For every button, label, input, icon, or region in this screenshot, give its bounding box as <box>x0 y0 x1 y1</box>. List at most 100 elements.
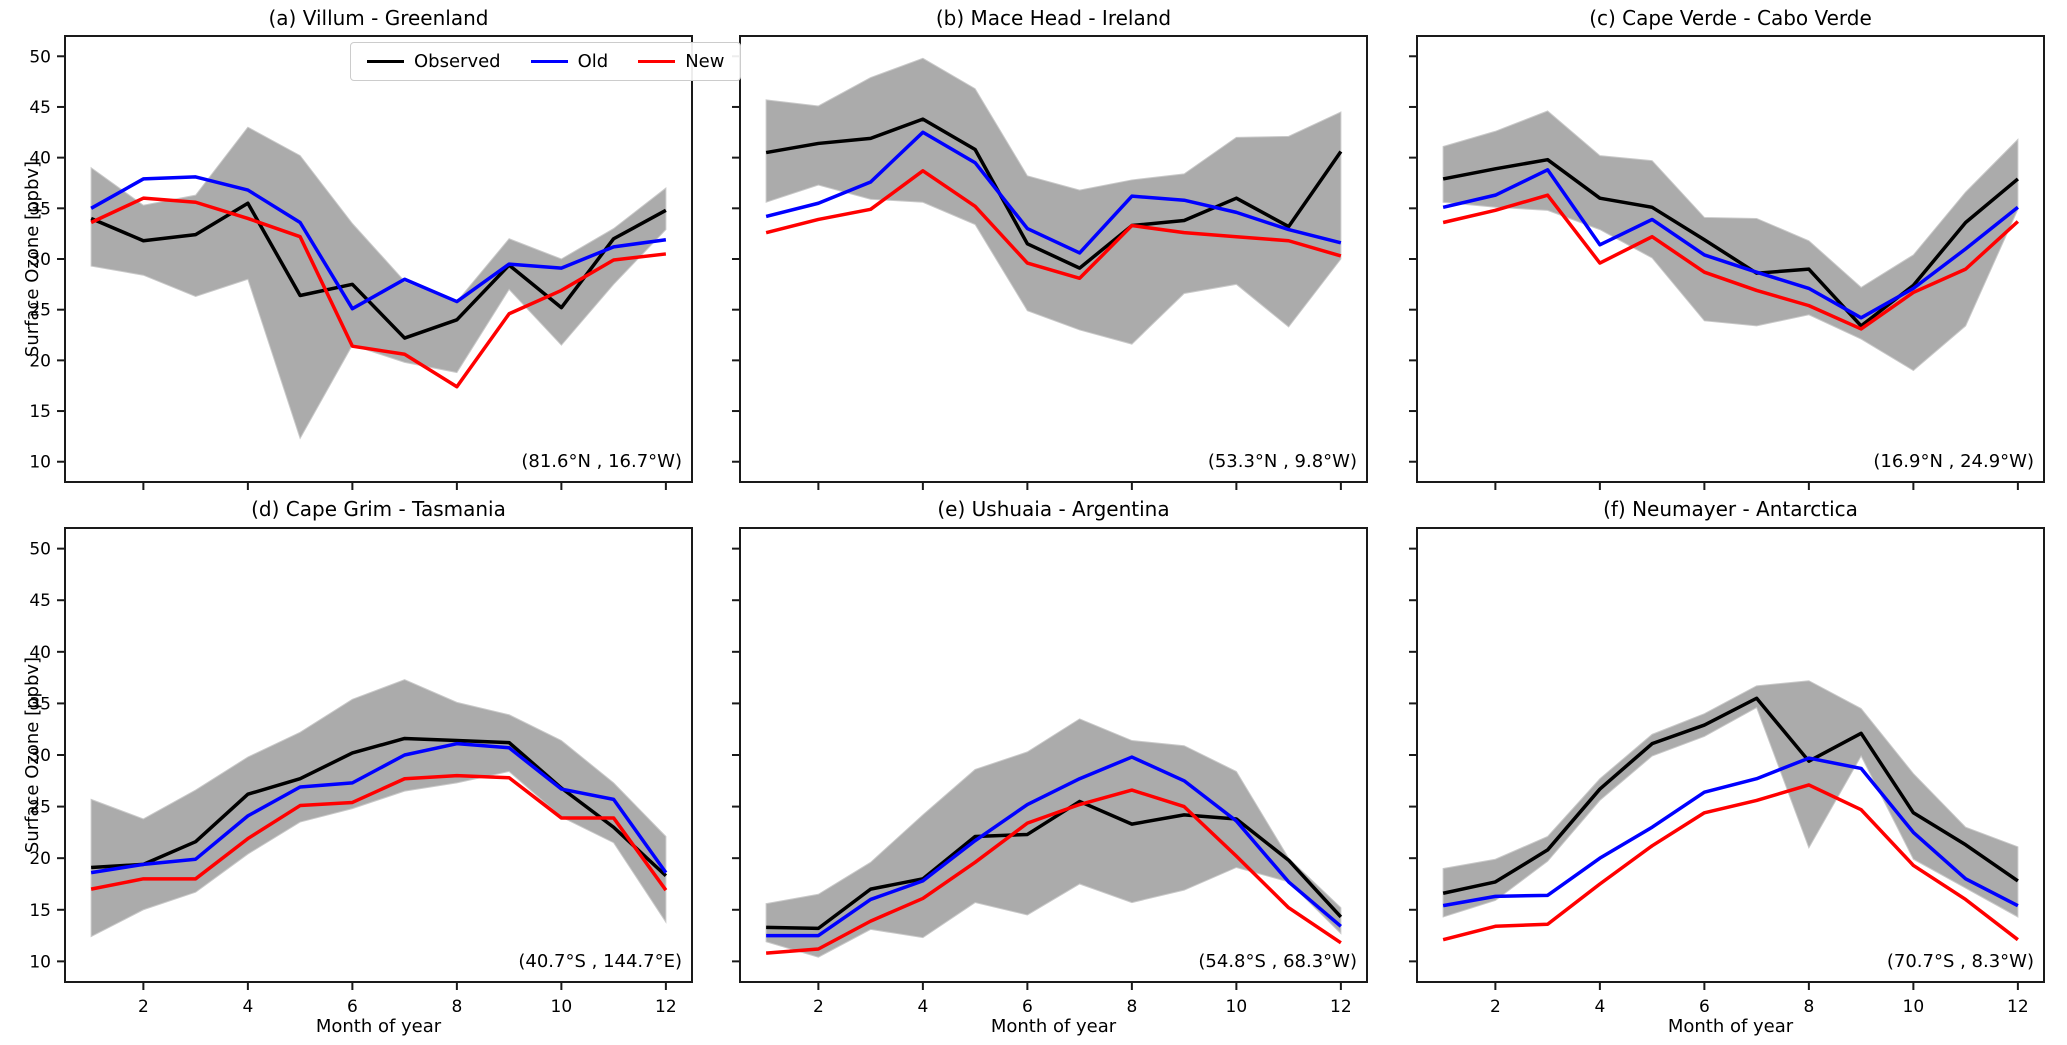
y-tick-label: 25 <box>29 798 51 818</box>
x-tick-label: 12 <box>1330 997 1352 1017</box>
panel-b-coordinates: (53.3°N , 9.8°W) <box>1207 451 1357 472</box>
line-observed <box>766 799 1343 931</box>
panel-b-plot <box>732 35 1368 490</box>
line-new <box>90 196 667 389</box>
line-old <box>1442 168 2019 320</box>
x-tick-label: 10 <box>1226 997 1248 1017</box>
x-tick-label: 8 <box>1126 997 1137 1017</box>
legend: Observed Old New <box>350 42 742 81</box>
x-axis-label-f: Month of year <box>1667 1016 1794 1037</box>
y-tick-label: 35 <box>29 199 51 219</box>
line-new <box>1442 783 2019 942</box>
observed-line-swatch <box>367 59 404 64</box>
axes-border <box>1416 527 2045 983</box>
x-tick-label: 4 <box>1594 997 1605 1017</box>
uncertainty-band <box>765 718 1342 958</box>
y-tick-label: 25 <box>29 301 51 321</box>
panel-c-title: (c) Cape Verde - Cabo Verde <box>1589 6 1872 30</box>
line-new <box>90 773 668 892</box>
x-tick-label: 4 <box>242 997 253 1017</box>
uncertainty-band <box>90 126 667 440</box>
panel-c-coordinates: (16.9°N , 24.9°W) <box>1873 451 2034 472</box>
panel-a-title: (a) Villum - Greenland <box>268 6 489 30</box>
legend-label-new: New <box>685 51 725 72</box>
legend-item-old: Old <box>530 51 609 72</box>
line-old <box>766 755 1343 938</box>
legend-label-old: Old <box>577 51 609 72</box>
x-tick-label: 6 <box>1022 997 1033 1017</box>
line-old <box>90 741 668 875</box>
y-tick-label: 30 <box>29 746 51 766</box>
panel-d-coordinates: (40.7°S , 144.7°E) <box>518 951 682 972</box>
y-tick-label: 15 <box>29 402 51 422</box>
y-tick-label: 20 <box>29 849 51 869</box>
old-line-swatch <box>530 59 568 64</box>
x-tick-label: 10 <box>551 997 573 1017</box>
panel-a-plot: 10 15 20 25 30 35 40 45 50 <box>29 35 693 490</box>
x-tick-label: 2 <box>138 997 149 1017</box>
panel-b-title: (b) Mace Head - Ireland <box>935 6 1172 30</box>
panel-f-coordinates: (70.7°S , 8.3°W) <box>1886 951 2034 972</box>
y-tick-label: 45 <box>29 98 51 118</box>
x-tick-label: 4 <box>917 997 928 1017</box>
line-observed <box>765 117 1343 270</box>
x-tick-label: 12 <box>2007 997 2029 1017</box>
line-old <box>765 130 1342 255</box>
y-tick-label: 40 <box>29 149 51 169</box>
uncertainty-band <box>1442 110 2019 372</box>
x-tick-label: 8 <box>1803 997 1814 1017</box>
y-tick-label: 40 <box>29 643 51 663</box>
x-tick-label: 2 <box>813 997 824 1017</box>
axes-border <box>739 35 1368 483</box>
panel-f-plot: 2 4 6 8 10 12 <box>1409 527 2045 1017</box>
uncertainty-band <box>90 679 667 938</box>
panel-d-plot: 2 4 6 8 10 12 10 15 20 25 30 35 40 45 50 <box>29 527 693 1017</box>
panel-d-title: (d) Cape Grim - Tasmania <box>251 497 506 521</box>
line-old <box>1442 756 2019 908</box>
y-tick-label: 30 <box>29 250 51 270</box>
line-observed <box>90 201 667 340</box>
line-new <box>1442 193 2020 331</box>
uncertainty-band <box>1442 680 2019 918</box>
y-tick-label: 10 <box>29 453 51 473</box>
panel-a: 10 15 20 25 30 35 40 45 50 (81.6°N , 16.7°W) <box>29 35 693 490</box>
axes-border <box>64 527 693 983</box>
panel-a-coordinates: (81.6°N , 16.7°W) <box>521 451 682 472</box>
panel-f-title: (f) Neumayer - Antarctica <box>1603 497 1858 521</box>
line-new <box>765 788 1342 955</box>
legend-item-observed: Observed <box>367 51 501 72</box>
y-tick-label: 10 <box>29 952 51 972</box>
uncertainty-band <box>765 57 1342 345</box>
panel-c-plot <box>1409 35 2045 490</box>
axes-border <box>64 35 693 483</box>
new-line-swatch <box>638 59 676 64</box>
y-tick-label: 45 <box>29 591 51 611</box>
x-tick-label: 12 <box>655 997 677 1017</box>
x-axis-label-e: Month of year <box>990 1016 1117 1037</box>
legend-item-new: New <box>638 51 724 72</box>
line-old <box>90 175 667 311</box>
axes-border <box>739 527 1368 983</box>
x-tick-label: 6 <box>1699 997 1710 1017</box>
y-tick-label: 50 <box>29 540 51 560</box>
panel-e: 2 4 6 8 10 12 (54.8°S , 68.3°W) <box>732 527 1368 1017</box>
panel-e-title: (e) Ushuaia - Argentina <box>937 497 1170 521</box>
panel-e-coordinates: (54.8°S , 68.3°W) <box>1198 951 1357 972</box>
panel-b: (53.3°N , 9.8°W) <box>732 35 1368 490</box>
line-observed <box>91 736 668 878</box>
panel-d: 2 4 6 8 10 12 10 15 20 25 30 35 40 45 50 (40.7°S , 144… <box>29 527 693 1017</box>
x-tick-label: 2 <box>1490 997 1501 1017</box>
x-tick-label: 8 <box>451 997 462 1017</box>
axes-border <box>1416 35 2045 483</box>
line-observed <box>1442 696 2019 895</box>
panel-c: (16.9°N , 24.9°W) <box>1409 35 2045 490</box>
x-tick-label: 6 <box>347 997 358 1017</box>
panel-f: 2 4 6 8 10 12 (70.7°S , 8.3°W) <box>1409 527 2045 1017</box>
y-tick-label: 20 <box>29 351 51 371</box>
line-observed <box>1442 157 2019 328</box>
y-tick-label: 50 <box>29 47 51 67</box>
x-axis-label-d: Month of year <box>315 1016 442 1037</box>
panel-e-plot: 2 4 6 8 10 12 <box>732 527 1368 1017</box>
y-tick-label: 35 <box>29 694 51 714</box>
